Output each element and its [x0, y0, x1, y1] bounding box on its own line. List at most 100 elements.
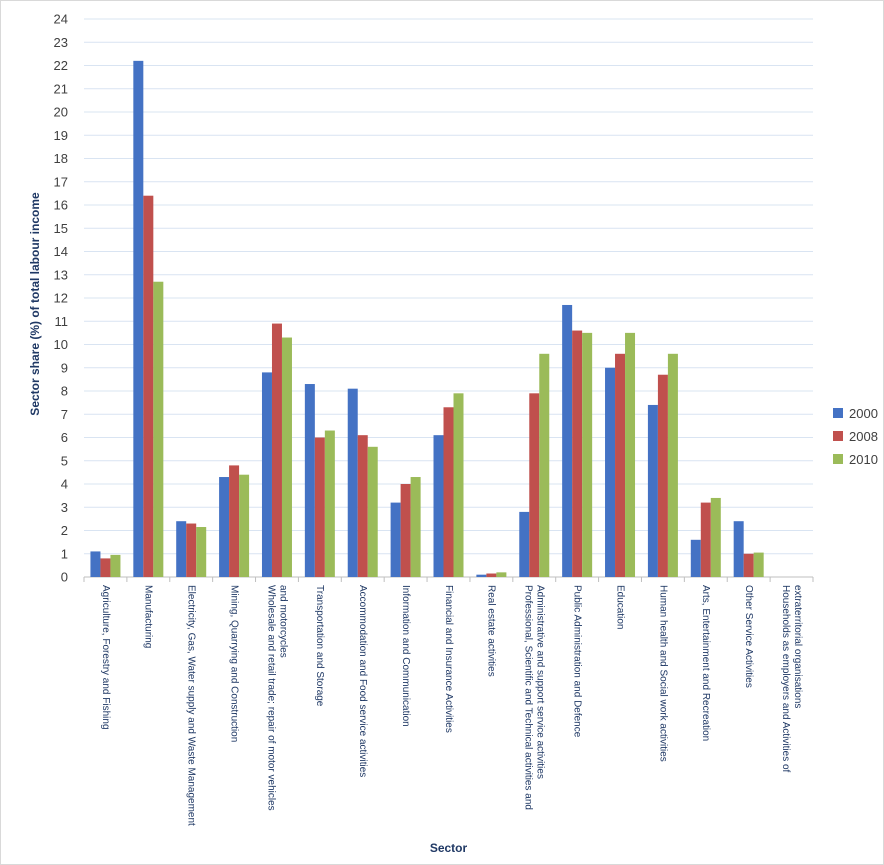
category-label: Mining, Quarrying and Construction: [228, 585, 239, 742]
bar-2008: [657, 374, 668, 577]
bar-2000: [390, 502, 401, 577]
bar-2010: [196, 527, 207, 577]
bar-2010: [367, 446, 378, 577]
category-label: Information and Communication: [400, 585, 411, 727]
category-label: Arts, Entertainment and Recreation: [700, 585, 711, 741]
bar-2010: [410, 477, 421, 577]
y-tick-label: 0: [61, 570, 68, 585]
legend-swatch: [833, 454, 843, 464]
bar-2008: [529, 393, 540, 577]
legend: 2000 2008 2010: [833, 406, 878, 467]
bar-2000: [304, 384, 315, 577]
bar-2000: [347, 388, 358, 577]
y-tick-label: 22: [54, 58, 68, 73]
bar-2008: [700, 502, 711, 577]
category-label: Administrative and support service activ…: [535, 585, 546, 779]
bar-2010: [239, 474, 250, 577]
bar-2010: [110, 554, 121, 577]
bar-2008: [400, 484, 411, 577]
bar-2008: [100, 558, 111, 577]
bar-2000: [733, 521, 744, 577]
y-tick-label: 3: [61, 500, 68, 515]
y-axis-title: Sector share (%) of total labour income: [28, 192, 42, 416]
category-label: Accommodation and Food service activitie…: [357, 585, 368, 777]
bar-2010: [453, 393, 464, 577]
y-tick-label: 13: [54, 267, 68, 282]
y-tick-label: 24: [54, 12, 68, 27]
category-label: Human health and Social work activities: [657, 585, 668, 762]
category-label: and motorcycles: [277, 585, 288, 658]
bar-2000: [261, 372, 272, 577]
y-tick-label: 19: [54, 128, 68, 143]
y-tick-label: 1: [61, 546, 68, 561]
bar-2008: [743, 553, 754, 577]
legend-swatch: [833, 408, 843, 418]
y-tick-label: 20: [54, 105, 68, 120]
category-label: extraterritorial organisations: [792, 585, 803, 708]
category-label: Transportation and Storage: [314, 585, 325, 707]
y-tick-label: 15: [54, 221, 68, 236]
category-label: Education: [614, 585, 625, 629]
bar-2000: [605, 367, 616, 577]
bar-2010: [710, 497, 721, 577]
bar-2010: [753, 552, 764, 577]
bar-2010: [582, 332, 593, 577]
y-tick-label: 7: [61, 407, 68, 422]
category-label: Real estate activities: [486, 585, 497, 677]
category-label: Wholesale and retail trade; repair of mo…: [265, 585, 276, 811]
y-tick-label: 12: [54, 291, 68, 306]
bar-2000: [647, 404, 658, 577]
legend-swatch: [833, 431, 843, 441]
category-label: Financial and Insurance Activities: [443, 585, 454, 733]
bar-2008: [486, 573, 497, 577]
bar-2010: [496, 572, 507, 577]
y-tick-label: 11: [55, 314, 69, 329]
bar-2000: [90, 551, 101, 577]
category-labels: Agriculture, Forestry and Fishing Manufac…: [100, 585, 803, 826]
bar-2000: [219, 477, 230, 577]
bar-2008: [615, 353, 626, 577]
y-tick-label: 17: [54, 174, 68, 189]
y-tick-label: 9: [61, 360, 68, 375]
x-axis-title: Sector: [430, 841, 468, 855]
bar-2000: [433, 435, 444, 577]
legend-label: 2008: [849, 429, 878, 444]
y-tick-label: 5: [61, 453, 68, 468]
y-tick-label: 10: [54, 337, 68, 352]
bar-2008: [143, 195, 154, 577]
y-tick-label: 16: [54, 198, 68, 213]
bar-2008: [572, 330, 583, 577]
bar-2008: [271, 323, 282, 577]
y-tick-label: 14: [54, 244, 68, 259]
bar-2000: [133, 60, 144, 578]
legend-label: 2000: [849, 406, 878, 421]
bar-2010: [625, 332, 636, 577]
y-tick-label: 6: [61, 430, 68, 445]
bar-2000: [176, 521, 187, 577]
bar-2000: [562, 304, 573, 577]
bar-2000: [690, 539, 701, 577]
gridlines: [84, 18, 813, 555]
bar-2008: [443, 407, 454, 577]
y-tick-label: 2: [61, 523, 68, 538]
bar-2010: [153, 281, 164, 577]
category-label: Public Administration and Defence: [572, 585, 583, 738]
bar-2010: [324, 430, 335, 577]
bar-2008: [357, 435, 368, 577]
bar-2000: [519, 511, 530, 577]
y-tick-label: 18: [54, 151, 68, 166]
y-tick-label: 8: [61, 384, 68, 399]
bar-2008: [186, 523, 197, 577]
legend-label: 2010: [849, 452, 878, 467]
bar-2010: [539, 353, 550, 577]
y-tick-label: 23: [54, 35, 68, 50]
bar-2008: [229, 465, 240, 577]
axes: [83, 576, 814, 582]
category-label: Electricity, Gas, Water supply and Waste…: [186, 585, 197, 826]
category-label: Agriculture, Forestry and Fishing: [100, 585, 111, 730]
category-label: Households as employers and Activities o…: [780, 585, 791, 773]
bar-2010: [667, 353, 678, 577]
